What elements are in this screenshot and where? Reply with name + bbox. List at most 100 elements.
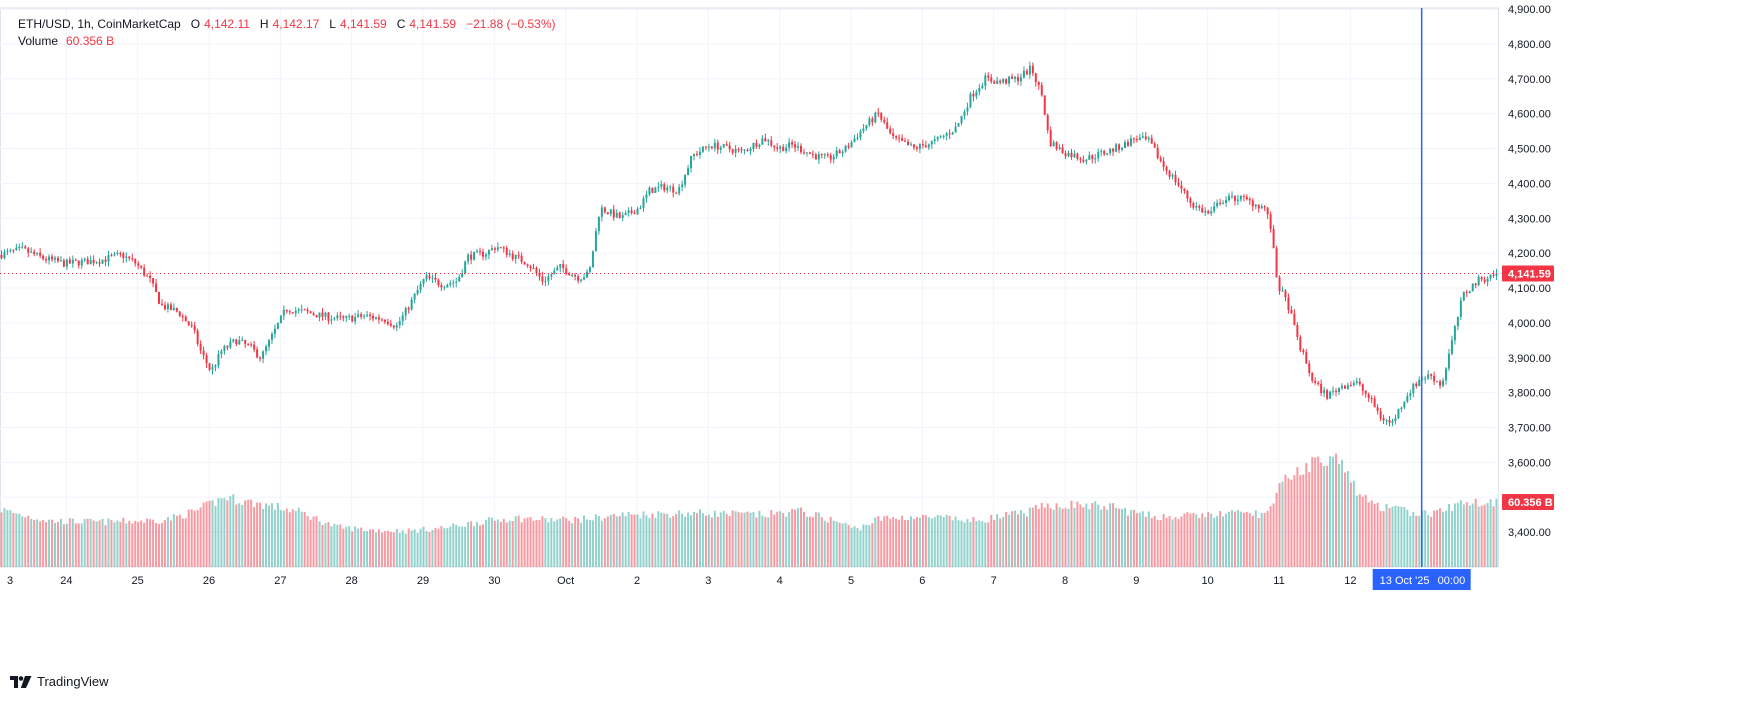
low-label: L [329, 17, 336, 31]
volume-bar [728, 516, 731, 567]
candle-body [1323, 390, 1326, 394]
candle-body [479, 251, 482, 253]
volume-bar [642, 511, 645, 567]
brand-text: TradingView [37, 674, 109, 689]
volume-bar [1183, 513, 1186, 567]
open-value: 4,142.11 [204, 17, 250, 31]
candle-body [924, 145, 927, 148]
candle-body [814, 154, 817, 160]
price-axis[interactable]: 3,400.003,500.003,600.003,700.003,800.00… [1502, 4, 1554, 539]
volume-bar [1412, 511, 1415, 567]
candle-body [101, 259, 104, 264]
candle-body [800, 145, 803, 153]
candle-body [1290, 309, 1293, 314]
candle-body [134, 259, 137, 264]
volume-bar [1335, 453, 1338, 567]
volume-bar [1415, 515, 1418, 567]
candle-body [1254, 204, 1257, 207]
candle-body [467, 254, 470, 262]
volume-bar [1397, 506, 1400, 567]
volume-bar [113, 522, 116, 567]
volume-bar [981, 521, 984, 567]
candle-body [473, 251, 476, 260]
volume-bar [865, 524, 868, 567]
candle-body [285, 309, 288, 312]
time-axis[interactable]: 24 25 26 27 28 29 30 Oct 2 3 4 5 6 7 8 9 10 11 12 3 13 Oct '… [7, 569, 1471, 590]
candle-body [476, 251, 479, 253]
candle-body [1150, 137, 1153, 144]
volume-bar [1123, 507, 1126, 567]
candle-body [797, 145, 800, 148]
volume-bar [1171, 519, 1174, 567]
candle-body [1195, 206, 1198, 208]
volume-bar [859, 530, 862, 567]
candle-body [235, 339, 238, 345]
volume-series [0, 453, 1498, 567]
volume-bar [1358, 494, 1361, 567]
volume-bar [1495, 498, 1498, 567]
candle-body [113, 253, 116, 256]
candle-body [630, 210, 633, 213]
candle-body [1489, 274, 1492, 279]
candle-body [276, 323, 279, 329]
candle-body [306, 309, 309, 312]
candle-body [330, 319, 333, 321]
volume-bar [422, 526, 425, 567]
symbol-title[interactable]: ETH/USD, 1h, CoinMarketCap [18, 17, 181, 31]
candle-body [214, 365, 217, 368]
volume-bar [175, 515, 178, 567]
candle-body [125, 256, 128, 259]
volume-bar [901, 515, 904, 567]
tradingview-logo[interactable]: TradingView [10, 674, 109, 689]
candle-body [1230, 195, 1233, 197]
volume-bar [904, 520, 907, 567]
candle-body [250, 344, 253, 346]
candle-body [571, 274, 574, 276]
candle-body [1031, 65, 1034, 74]
candle-body [1233, 195, 1236, 201]
candle-body [1361, 384, 1364, 391]
volume-bar [782, 513, 785, 567]
candle-body [1329, 391, 1332, 399]
y-tick-label: 3,900.00 [1508, 353, 1551, 365]
y-tick-label: 4,000.00 [1508, 318, 1551, 330]
volume-bar [1320, 462, 1323, 567]
volume-bar [912, 519, 915, 567]
candle-body [978, 87, 981, 92]
candle-body [526, 264, 529, 267]
candle-body [841, 151, 844, 154]
x-tick-label: 5 [848, 575, 854, 587]
candle-body [811, 153, 814, 155]
candle-body [437, 279, 440, 286]
volume-bar [348, 526, 351, 567]
volume-bar [1302, 474, 1305, 567]
candle-body [27, 248, 30, 253]
candle-body [1465, 291, 1468, 293]
volume-bar [1403, 507, 1406, 567]
candle-body [1245, 196, 1248, 200]
volume-bar [1314, 457, 1317, 567]
candle-body [428, 275, 431, 279]
volume-bar [163, 520, 166, 567]
volume-bar [1147, 511, 1150, 567]
volume-bar [722, 510, 725, 567]
volume-bar [65, 523, 68, 567]
candle-body [279, 315, 282, 324]
volume-bar [1082, 507, 1085, 567]
volume-bar [1260, 513, 1263, 567]
volume-bar [36, 519, 39, 567]
candle-body [217, 354, 220, 366]
volume-bar [160, 522, 163, 567]
volume-bar [205, 501, 208, 567]
volume-bar [279, 510, 282, 567]
volume-bar [1245, 511, 1248, 567]
volume-label[interactable]: Volume [18, 34, 59, 48]
volume-bar [1489, 499, 1492, 567]
volume-bar [431, 530, 434, 567]
price-series [0, 61, 1498, 427]
candle-body [731, 149, 734, 153]
y-tick-label: 4,700.00 [1508, 74, 1551, 86]
candle-body [53, 257, 56, 260]
